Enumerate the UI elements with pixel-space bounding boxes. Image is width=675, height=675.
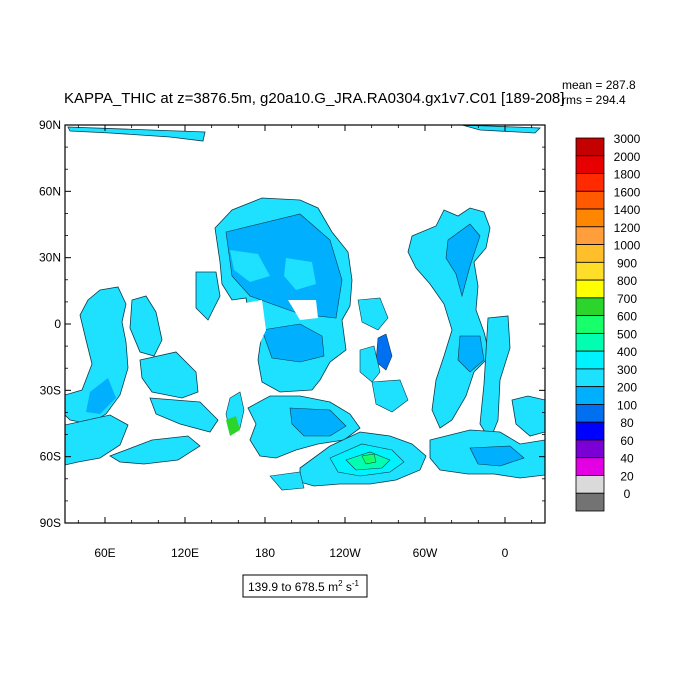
colorbar-swatch: [575, 350, 605, 370]
range-box: 139.9 to 678.5 m2 s-1: [242, 574, 368, 598]
colorbar-swatch: [575, 208, 605, 228]
lon-tick-label: 120E: [171, 546, 199, 560]
longitude-axis: 60E 120E 180 120W 60W 0: [77, 125, 533, 560]
range-sup-2: 2: [338, 579, 343, 588]
colorbar-swatch: [575, 421, 605, 441]
svg-text:139.9 to 678.5 m2 s-1: 139.9 to 678.5 m2 s-1: [248, 579, 360, 594]
colorbar-label: 2000: [614, 150, 641, 164]
colorbar-swatch: [575, 475, 605, 494]
range-unit-s: s: [343, 580, 352, 594]
colorbar-swatch: [575, 155, 605, 174]
lat-tick-label: 60S: [40, 450, 61, 464]
colorbar-swatch: [575, 173, 605, 192]
colorbar-swatch: [575, 368, 605, 388]
colorbar-label: 500: [617, 327, 637, 341]
colorbar-label: 20: [620, 469, 634, 483]
lat-tick-label: 90N: [39, 118, 61, 132]
ocean-field: [65, 125, 545, 491]
lon-tick-label: 120W: [329, 546, 361, 560]
lat-tick-label: 0: [54, 317, 61, 331]
mean-label: mean = 287.8: [562, 78, 636, 92]
colorbar-swatch: [575, 332, 605, 352]
colorbar-label: 1200: [614, 221, 641, 235]
colorbar-swatch: [575, 190, 605, 210]
rms-label: rms = 294.4: [562, 93, 626, 107]
colorbar-swatch: [575, 261, 605, 281]
colorbar-swatch: [575, 137, 605, 157]
colorbar-label: 60: [620, 434, 634, 448]
latitude-axis: 90N 60N 30N 0 30S 60S 90S: [39, 118, 545, 530]
colorbar-swatch: [575, 297, 605, 317]
colorbar-swatch: [575, 315, 605, 334]
colorbar-label: 1000: [614, 239, 641, 253]
colorbar-swatch: [575, 279, 605, 299]
lat-tick-label: 60N: [39, 184, 61, 198]
colorbar-swatch: [575, 244, 605, 263]
colorbar-swatch: [575, 439, 605, 459]
colorbar-label: 100: [617, 398, 637, 412]
colorbar-label: 900: [617, 256, 637, 270]
range-sup-minus1: -1: [352, 579, 360, 588]
map-panel: [64, 124, 546, 524]
colorbar-label: 1400: [614, 203, 641, 217]
colorbar-label: 600: [617, 310, 637, 324]
colorbar-label: 80: [620, 416, 634, 430]
colorbar-label: 40: [620, 452, 634, 466]
lon-tick-label: 60E: [94, 546, 115, 560]
colorbar-label: 1600: [614, 185, 641, 199]
colorbar-swatch: [575, 492, 605, 512]
colorbar-label: 700: [617, 292, 637, 306]
colorbar-label: 0: [624, 487, 631, 501]
colorbar-label: 200: [617, 381, 637, 395]
map-title: KAPPA_THIC at z=3876.5m, g20a10.G_JRA.RA…: [64, 90, 564, 107]
lat-tick-label: 90S: [40, 516, 61, 530]
lon-tick-label: 0: [502, 546, 509, 560]
lon-tick-label: 60W: [413, 546, 438, 560]
colorbar-label: 400: [617, 345, 637, 359]
colorbar-label: 800: [617, 274, 637, 288]
colorbar-label: 3000: [614, 132, 641, 146]
colorbar-swatch: [575, 457, 605, 476]
colorbar: 3000200018001600140012001000900800700600…: [575, 132, 641, 512]
colorbar-swatch: [575, 226, 605, 245]
lat-tick-label: 30S: [40, 383, 61, 397]
colorbar-swatch: [575, 404, 605, 423]
colorbar-label: 1800: [614, 168, 641, 182]
lat-tick-label: 30N: [39, 251, 61, 265]
range-text: 139.9 to 678.5 m: [248, 580, 338, 594]
colorbar-swatch: [575, 386, 605, 405]
lon-tick-label: 180: [255, 546, 275, 560]
colorbar-label: 300: [617, 363, 637, 377]
